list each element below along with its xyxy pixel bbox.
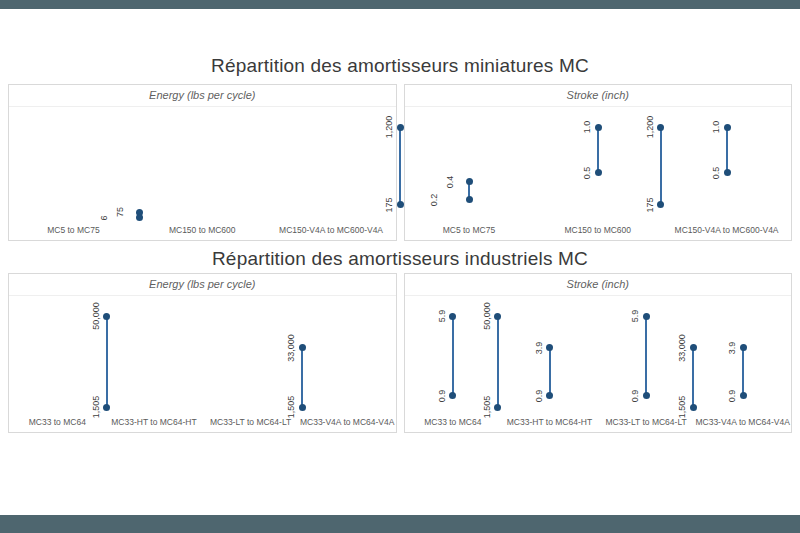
- max-value-label: 0.4: [445, 175, 455, 188]
- max-dot: [299, 344, 306, 351]
- category-axis: MC33 to MC64MC33-HT to MC64-HTMC33-LT to…: [405, 416, 792, 432]
- min-value-label: 0.5: [582, 166, 592, 179]
- max-dot: [595, 124, 602, 131]
- category-label: MC5 to MC75: [9, 224, 138, 236]
- plot-area: 50,0001,50533,0001,50550,0001,50533,0001…: [9, 296, 396, 416]
- category-label: MC150 to MC600: [533, 224, 662, 236]
- min-dot: [466, 196, 473, 203]
- max-value-label: 75: [115, 207, 125, 217]
- panels-row: Energy (lbs per cycle) 50,000 1,505 33,000 1…: [8, 273, 792, 433]
- min-value-label: 1,505: [91, 396, 101, 419]
- range-line: [399, 127, 401, 205]
- panel-header: Stroke (inch): [405, 274, 792, 296]
- range-line: [742, 348, 744, 396]
- chart-section: Répartition des amortisseurs miniatures …: [8, 50, 792, 241]
- min-value-label: 0.9: [437, 389, 447, 402]
- chart-panel: Stroke (inch) 5.9 0.9 3.9 0.9 5.9 0.9 3.9 0.9 MC3…: [404, 273, 793, 433]
- range-line: [726, 127, 728, 173]
- min-value-label: 6: [99, 215, 109, 220]
- min-value-label: 0.2: [429, 194, 439, 207]
- category-label: MC33-HT to MC64-HT: [501, 416, 598, 428]
- chart-panel: Energy (lbs per cycle) 50,000 1,505 33,000 1…: [8, 273, 397, 433]
- plot-area: 5.9 0.9 3.9 0.9 5.9 0.9 3.9 0.9: [405, 296, 792, 416]
- bottom-accent-bar: [0, 515, 800, 533]
- max-dot: [724, 124, 731, 131]
- category-axis: MC5 to MC75MC150 to MC600MC150-V4A to MC…: [405, 224, 792, 240]
- min-dot: [136, 214, 143, 221]
- chart-title: Répartition des amortisseurs miniatures …: [8, 50, 792, 84]
- chart-section: Répartition des amortisseurs industriels…: [8, 246, 792, 433]
- min-value-label: 175: [384, 197, 394, 212]
- category-label: MC150-V4A to MC600-V4A: [267, 224, 396, 236]
- min-value-label: 0.5: [711, 166, 721, 179]
- max-dot: [397, 124, 404, 131]
- min-dot: [643, 392, 650, 399]
- max-value-label: 5.9: [630, 310, 640, 323]
- min-dot: [595, 169, 602, 176]
- category-axis: MC5 to MC75MC150 to MC600MC150-V4A to MC…: [9, 224, 396, 240]
- panel-header: Energy (lbs per cycle): [9, 85, 396, 107]
- category-label: MC33-V4A to MC64-V4A: [299, 416, 396, 428]
- panel-header: Energy (lbs per cycle): [9, 274, 396, 296]
- chart-title: Répartition des amortisseurs industriels…: [8, 246, 792, 273]
- max-value-label: 1.0: [582, 121, 592, 134]
- plot-area: 7561,2001751,200175: [9, 107, 396, 224]
- max-dot: [103, 313, 110, 320]
- category-label: MC5 to MC75: [405, 224, 534, 236]
- panels-row: Energy (lbs per cycle)7561,2001751,20017…: [8, 84, 792, 241]
- max-dot: [643, 313, 650, 320]
- panel-header: Stroke (inch): [405, 85, 792, 107]
- range-line: [645, 316, 647, 396]
- max-value-label: 3.9: [534, 342, 544, 355]
- category-axis: MC33 to MC64MC33-HT to MC64-HTMC33-LT to…: [9, 416, 396, 432]
- slide-canvas: Répartition des amortisseurs miniatures …: [0, 0, 800, 533]
- category-label: MC33-LT to MC64-LT: [202, 416, 299, 428]
- min-dot: [103, 404, 110, 411]
- category-label: MC150 to MC600: [138, 224, 267, 236]
- range-line: [301, 348, 303, 407]
- max-value-label: 33,000: [286, 334, 296, 362]
- range-line: [549, 348, 551, 396]
- max-value-label: 1.0: [711, 121, 721, 134]
- range-line: [106, 316, 108, 407]
- max-value-label: 5.9: [437, 310, 447, 323]
- min-dot: [299, 404, 306, 411]
- chart-panel: Energy (lbs per cycle)7561,2001751,20017…: [8, 84, 397, 241]
- min-dot: [724, 169, 731, 176]
- min-value-label: 0.9: [534, 389, 544, 402]
- range-line: [452, 316, 454, 396]
- min-dot: [740, 392, 747, 399]
- min-dot: [546, 392, 553, 399]
- chart-panel: Stroke (inch) 0.4 0.2 1.0 0.5 1.0 0.5 MC5 to MC…: [404, 84, 793, 241]
- min-dot: [397, 201, 404, 208]
- max-dot: [449, 313, 456, 320]
- category-label: MC33-V4A to MC64-V4A: [694, 416, 791, 428]
- range-line: [597, 127, 599, 173]
- max-value-label: 50,000: [91, 302, 101, 330]
- min-value-label: 0.9: [727, 389, 737, 402]
- min-dot: [449, 392, 456, 399]
- max-dot: [740, 344, 747, 351]
- category-label: MC150-V4A to MC600-V4A: [662, 224, 791, 236]
- plot-area: 0.4 0.2 1.0 0.5 1.0 0.5: [405, 107, 792, 224]
- max-dot: [466, 178, 473, 185]
- min-value-label: 1,505: [286, 396, 296, 419]
- min-value-label: 0.9: [630, 389, 640, 402]
- max-dot: [546, 344, 553, 351]
- max-value-label: 3.9: [727, 342, 737, 355]
- top-accent-bar: [0, 0, 800, 9]
- category-label: MC33-HT to MC64-HT: [106, 416, 203, 428]
- max-value-label: 1,200: [384, 116, 394, 139]
